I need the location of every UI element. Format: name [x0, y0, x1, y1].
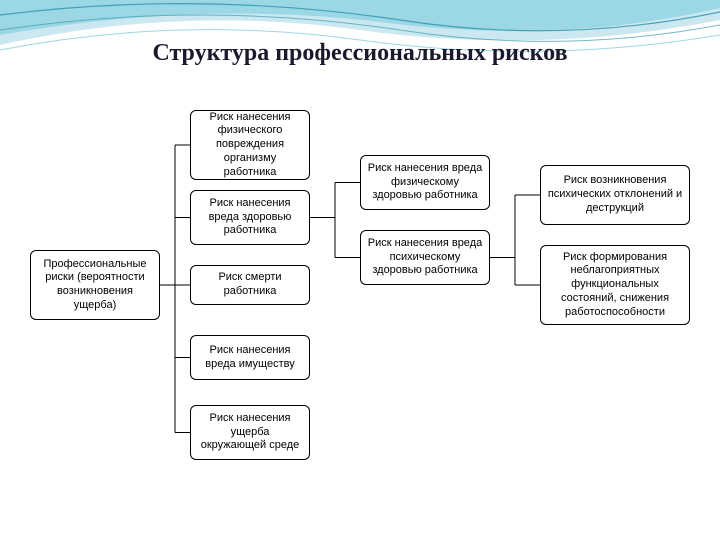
- edge-from-l1b: [310, 183, 360, 258]
- node-l2a: Риск нанесения вреда физическому здоровь…: [360, 155, 490, 210]
- node-l1d: Риск нанесения вреда имуществу: [190, 335, 310, 380]
- page-title: Структура профессиональных рисков: [0, 40, 720, 67]
- edge-from-l2b: [490, 195, 540, 285]
- node-root: Профессиональные риски (вероятности возн…: [30, 250, 160, 320]
- node-l3a: Риск возникновения психических отклонени…: [540, 165, 690, 225]
- node-l1c: Риск смерти работника: [190, 265, 310, 305]
- node-l1b: Риск нанесения вреда здоровью работника: [190, 190, 310, 245]
- node-l1a: Риск нанесения физического повреждения о…: [190, 110, 310, 180]
- tree-diagram: Профессиональные риски (вероятности возн…: [0, 95, 720, 535]
- node-l1e: Риск нанесения ущерба окружающей среде: [190, 405, 310, 460]
- node-l3b: Риск формирования неблагоприятных функци…: [540, 245, 690, 325]
- edge-from-root: [160, 145, 190, 433]
- node-l2b: Риск нанесения вреда психическому здоров…: [360, 230, 490, 285]
